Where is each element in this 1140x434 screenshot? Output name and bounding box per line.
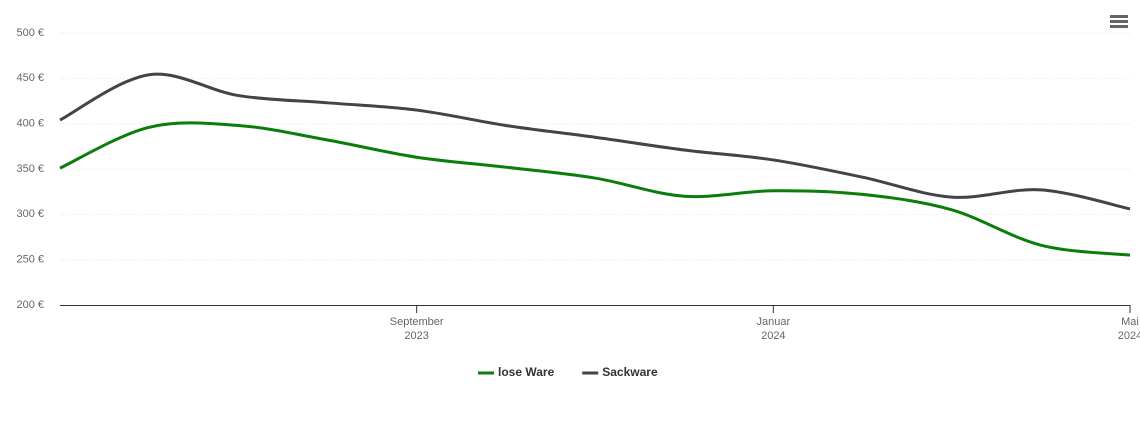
legend: lose Ware Sackware — [478, 365, 658, 379]
legend-label: lose Ware — [498, 365, 555, 379]
x-tick-label: Mai — [1121, 316, 1139, 328]
y-tick-label: 500 € — [16, 27, 44, 39]
legend-label: Sackware — [602, 365, 658, 379]
x-tick-label: 2024 — [1118, 330, 1140, 342]
menu-bar[interactable] — [1110, 20, 1128, 23]
y-tick-label: 400 € — [16, 118, 44, 130]
x-tick-label: 2023 — [404, 330, 428, 342]
series-line — [59, 72, 1131, 211]
x-tick-label: Januar — [757, 316, 791, 328]
menu-icon[interactable] — [1110, 15, 1128, 28]
y-tick-label: 450 € — [16, 72, 44, 84]
series-line — [59, 121, 1131, 257]
y-tick-label: 300 € — [16, 208, 44, 220]
x-tick-label: September — [390, 316, 444, 328]
x-tick-label: 2024 — [761, 330, 785, 342]
menu-bar[interactable] — [1110, 25, 1128, 28]
y-tick-label: 200 € — [16, 299, 44, 311]
y-tick-label: 250 € — [16, 254, 44, 266]
menu-bar[interactable] — [1110, 15, 1128, 18]
y-tick-label: 350 € — [16, 163, 44, 175]
